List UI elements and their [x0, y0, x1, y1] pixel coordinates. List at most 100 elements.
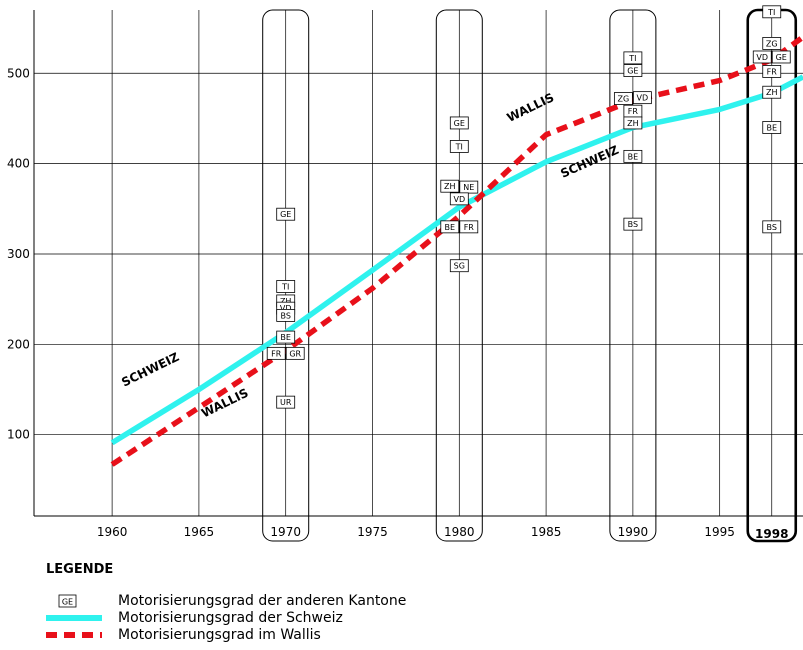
- legend-item-schweiz: Motorisierungsgrad der Schweiz: [46, 609, 746, 627]
- canton-label: BE: [628, 152, 639, 161]
- canton-label: GR: [289, 349, 301, 358]
- legend-item-label: Motorisierungsgrad im Wallis: [118, 627, 321, 643]
- canton-box: [762, 65, 782, 78]
- canton-box: [623, 51, 643, 65]
- canton-marker: FR: [762, 65, 782, 78]
- canton-box: [632, 91, 652, 105]
- canton-box: [623, 64, 643, 77]
- canton-marker: SG: [449, 259, 469, 273]
- axes: 1960 1965 1970 1975 1980 1985 1990 1995 1998 100 2…: [7, 10, 803, 541]
- line-label: WALLIS: [505, 90, 556, 125]
- canton-box: [459, 180, 479, 194]
- canton-marker: NE: [459, 180, 479, 194]
- canton-marker: ZG: [613, 92, 633, 105]
- canton-marker: VD: [449, 192, 469, 206]
- line-label: SCHWEIZ: [558, 143, 621, 181]
- canton-marker: ZH: [762, 85, 782, 99]
- canton-marker: ZH: [623, 116, 643, 130]
- y-tick-label: 500: [7, 66, 30, 80]
- canton-box: [623, 217, 643, 231]
- legend-item-wallis: Motorisierungsgrad im Wallis: [46, 626, 746, 644]
- canton-label: TI: [281, 282, 289, 291]
- canton-marker: BS: [276, 309, 296, 322]
- canton-box: [762, 121, 782, 134]
- legend-item-cantons: GE Motorisierungsgrad der anderen Kanton…: [46, 592, 746, 610]
- y-tick-label: 400: [7, 157, 30, 171]
- canton-box: [449, 192, 469, 206]
- x-tick-label: 1990: [618, 525, 649, 539]
- x-tick-label: 1980: [444, 525, 475, 539]
- canton-marker: VD: [752, 50, 772, 64]
- canton-marker: TI: [449, 140, 469, 153]
- canton-marker: GE: [623, 64, 643, 77]
- canton-marker: FR: [266, 346, 286, 360]
- canton-box: [285, 346, 305, 360]
- legend: LEGENDE GE Motorisierungsgrad der andere…: [46, 562, 786, 648]
- legend-item-label: Motorisierungsgrad der anderen Kantone: [118, 593, 407, 609]
- canton-box: [440, 179, 460, 193]
- canton-label: TI: [455, 142, 463, 151]
- x-tick-label: 1995: [704, 525, 735, 539]
- canton-label: TI: [628, 54, 636, 63]
- canton-label: ZH: [280, 297, 292, 306]
- canton-box: [440, 220, 460, 234]
- canton-label: ZH: [444, 182, 456, 191]
- canton-marker: BE: [623, 149, 643, 163]
- canton-label: NE: [463, 183, 474, 192]
- canton-label: UR: [280, 398, 292, 407]
- year-highlight-box: [262, 9, 310, 542]
- canton-marker: BE: [440, 220, 460, 234]
- canton-box: [613, 92, 633, 105]
- year-highlight-box: [435, 9, 483, 542]
- canton-box: [752, 50, 772, 64]
- canton-label: GE: [280, 210, 291, 219]
- x-tick-label: 1970: [270, 525, 301, 539]
- canton-box: [762, 85, 782, 99]
- canton-box: [762, 220, 782, 234]
- x-tick-label: 1975: [357, 525, 388, 539]
- canton-label: BE: [766, 123, 777, 132]
- series-line-wallis: [110, 34, 803, 467]
- canton-box: [276, 395, 296, 409]
- canton-label: GE: [627, 67, 638, 76]
- canton-marker: TI: [762, 5, 782, 19]
- canton-marker: BS: [762, 220, 782, 234]
- canton-marker: TI: [276, 280, 296, 293]
- legend-title: LEGENDE: [46, 562, 114, 577]
- canton-marker: GR: [285, 346, 305, 360]
- y-tick-label: 200: [7, 337, 30, 351]
- canton-marker: BS: [623, 217, 643, 231]
- canton-marker: GE: [276, 207, 296, 221]
- canton-label: VD: [280, 304, 292, 313]
- canton-marker: VD: [632, 91, 652, 105]
- canton-label: ZG: [618, 95, 630, 104]
- canton-box: [276, 280, 296, 293]
- solid-line-icon: [46, 615, 102, 621]
- canton-box: [449, 259, 469, 273]
- canton-label: FR: [464, 223, 475, 232]
- y-tick-label: 100: [7, 428, 30, 442]
- canton-label: GE: [454, 119, 465, 128]
- canton-label: ZH: [627, 119, 639, 128]
- legend-item-symbol-text: GE: [62, 598, 73, 607]
- canton-label: TI: [767, 8, 775, 17]
- canton-label: FR: [271, 349, 282, 358]
- canton-label: BE: [280, 333, 291, 342]
- canton-box: [266, 346, 286, 360]
- canton-box: [276, 207, 296, 221]
- series-line-schweiz: [110, 74, 803, 446]
- canton-label: VD: [756, 53, 768, 62]
- x-tick-label: 1965: [184, 525, 215, 539]
- line-label: SCHWEIZ: [119, 350, 181, 390]
- series-lines: [110, 34, 803, 467]
- canton-label: VD: [637, 94, 649, 103]
- canton-label: BS: [628, 220, 638, 229]
- canton-box: [762, 37, 782, 50]
- dashed-line-icon: [46, 632, 102, 638]
- x-tick-label: 1998: [755, 527, 788, 541]
- canton-label: ZG: [766, 39, 778, 48]
- canton-box: [623, 149, 643, 163]
- canton-marker: FR: [459, 220, 479, 234]
- canton-label: BE: [445, 223, 456, 232]
